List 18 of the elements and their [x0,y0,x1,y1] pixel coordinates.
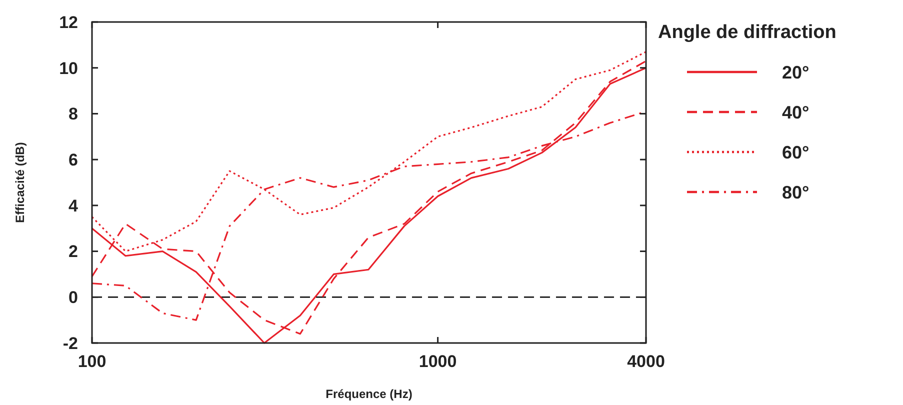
y-axis-title: Efficacité (dB) [13,142,27,223]
x-axis-title: Fréquence (Hz) [326,387,412,401]
legend-title: Angle de diffraction [658,22,836,43]
y-tick-label: 6 [68,150,78,170]
y-tick-label: -2 [62,334,78,353]
y-tick-label: 2 [68,242,78,262]
y-tick-label: 8 [68,104,78,124]
x-tick-label: 1000 [418,352,457,371]
y-tick-label: 10 [59,58,78,78]
legend-label: 80° [782,182,810,202]
legend-label: 40° [782,102,810,122]
y-tick-label: 0 [68,288,78,308]
legend-label: 60° [782,142,810,162]
x-tick-label: 100 [78,352,106,371]
y-tick-label: 12 [59,12,78,32]
y-tick-label: 4 [68,196,79,216]
legend-label: 20° [782,62,810,82]
x-tick-label: 4000 [627,352,665,371]
